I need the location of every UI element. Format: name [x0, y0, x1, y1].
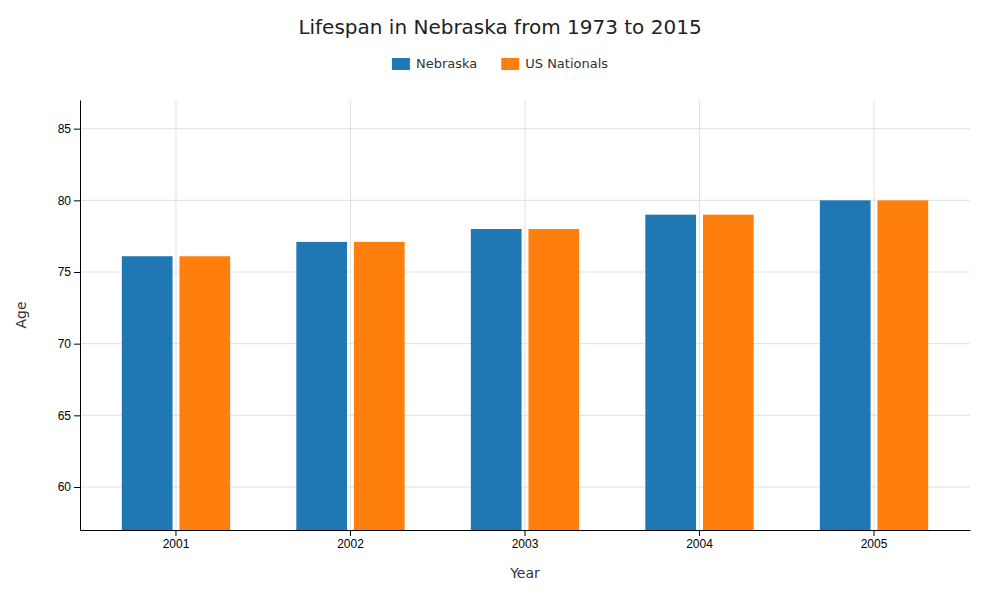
- y-tick-mark: [74, 344, 80, 345]
- x-tick-mark: [699, 530, 700, 536]
- bar: [296, 242, 347, 530]
- bar: [471, 229, 522, 530]
- x-tick-label: 2002: [337, 537, 364, 551]
- x-axis-title: Year: [509, 565, 540, 581]
- bar: [179, 256, 230, 530]
- x-tick-mark: [350, 530, 351, 536]
- bar: [820, 200, 871, 530]
- chart: 2001 2002 2003 2004 2005 60 65 70 75 80 85 Lifespan…: [0, 0, 1000, 600]
- x-tick: 2005: [861, 530, 888, 551]
- x-tick-label: 2004: [686, 537, 713, 551]
- x-tick-label: 2003: [512, 537, 539, 551]
- x-tick-label: 2005: [861, 537, 888, 551]
- x-tick: 2004: [686, 530, 713, 551]
- y-axis-title: Age: [13, 301, 29, 328]
- x-grid-line: [874, 100, 875, 530]
- bar: [122, 256, 173, 530]
- x-axis: 2001 2002 2003 2004 2005: [81, 530, 971, 551]
- legend-label: Nebraska: [416, 56, 477, 71]
- legend-item: US Nationals: [501, 56, 608, 71]
- y-axis-line: [80, 101, 81, 531]
- x-grid-line: [350, 100, 351, 530]
- x-grid-line: [175, 100, 176, 530]
- bar: [354, 242, 405, 530]
- x-grid-line: [699, 100, 700, 530]
- legend-swatch: [501, 58, 519, 70]
- legend-item: Nebraska: [392, 56, 477, 71]
- grid: [80, 100, 970, 530]
- x-tick-mark: [525, 530, 526, 536]
- y-axis: 60 65 70 75 80 85: [58, 101, 81, 531]
- y-tick-label: 70: [58, 337, 72, 351]
- bar: [877, 200, 928, 530]
- x-tick: 2002: [337, 530, 364, 551]
- y-tick-label: 60: [58, 480, 72, 494]
- y-tick-label: 65: [58, 409, 72, 423]
- y-tick-mark: [74, 487, 80, 488]
- legend-label: US Nationals: [525, 56, 608, 71]
- bar: [645, 215, 696, 530]
- y-tick-mark: [74, 272, 80, 273]
- legend: Nebraska US Nationals: [392, 56, 608, 71]
- title: Lifespan in Nebraska from 1973 to 2015: [298, 15, 701, 39]
- x-tick-mark: [874, 530, 875, 536]
- bar: [703, 215, 754, 530]
- bar-series: [122, 200, 871, 530]
- y-tick-mark: [74, 129, 80, 130]
- y-tick-label: 75: [58, 265, 72, 279]
- y-tick-mark: [74, 415, 80, 416]
- y-tick: 75: [58, 265, 80, 279]
- y-tick-label: 80: [58, 194, 72, 208]
- bar-series: [179, 200, 928, 530]
- x-grid-line: [525, 100, 526, 530]
- x-tick: 2001: [163, 530, 190, 551]
- y-tick: 65: [58, 409, 80, 423]
- legend-swatch: [392, 58, 410, 70]
- bar: [528, 229, 579, 530]
- x-tick: 2003: [512, 530, 539, 551]
- x-tick-label: 2001: [163, 537, 190, 551]
- bars: [122, 200, 928, 530]
- y-tick: 85: [58, 122, 80, 136]
- y-tick: 80: [58, 194, 80, 208]
- y-tick: 60: [58, 480, 80, 494]
- x-tick-mark: [175, 530, 176, 536]
- y-tick-mark: [74, 200, 80, 201]
- y-tick-label: 85: [58, 122, 72, 136]
- y-tick: 70: [58, 337, 80, 351]
